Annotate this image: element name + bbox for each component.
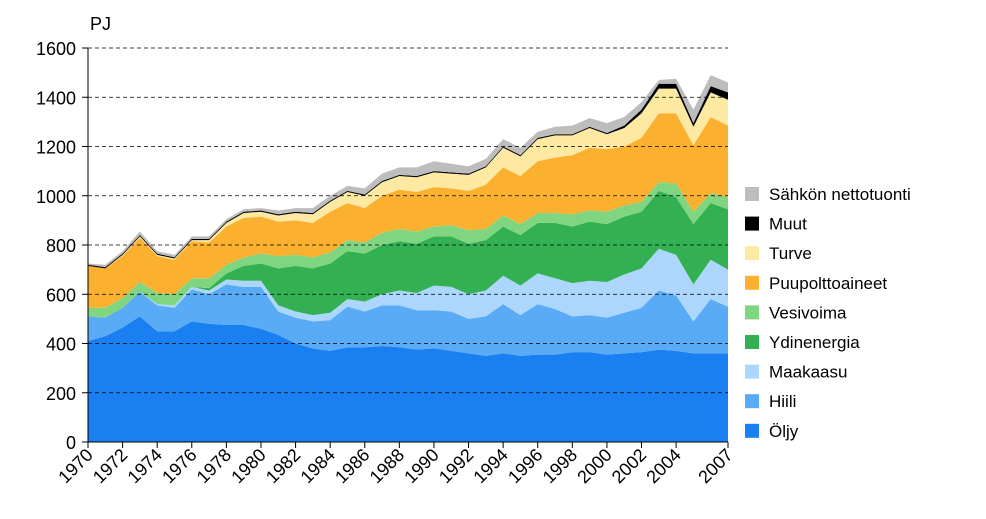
legend-label: Hiili [769,392,796,411]
y-tick-label: 1400 [36,88,76,108]
x-tick-label: 1988 [366,445,408,487]
x-tick-label: 1982 [262,445,304,487]
area [88,88,728,269]
legend-swatch [745,216,759,231]
x-tick-label: 2000 [573,445,615,487]
area [88,248,728,322]
y-tick-label: 200 [46,384,76,404]
y-tick-label: 1000 [36,187,76,207]
legend-label: Ydinenergia [769,333,860,352]
x-tick-label: 1994 [470,445,512,487]
x-tick-label: 1974 [124,445,166,487]
x-tick-label: 1998 [539,445,581,487]
legend-swatch [745,423,759,438]
x-tick-label: 1978 [193,445,235,487]
legend-label: Sähkön nettotuonti [769,185,911,204]
area [88,284,728,356]
x-tick-label: 1980 [227,445,269,487]
x-tick-label: 1970 [54,445,96,487]
y-tick-label: 800 [46,236,76,256]
area [88,75,728,268]
x-tick-label: 1990 [400,445,442,487]
legend-swatch [745,394,759,409]
area [88,182,728,318]
x-tick-label: 1992 [435,445,477,487]
area [88,113,728,308]
y-tick-label: 0 [66,433,76,453]
legend-swatch [745,364,759,379]
legend-label: Turve [769,244,812,263]
x-tick-label: 1976 [158,445,200,487]
x-tick-label: 2007 [694,445,736,487]
legend-swatch [745,187,759,201]
y-tick-label: 1600 [36,39,76,59]
area [88,316,728,442]
legend-swatch [745,305,759,320]
y-axis-label: PJ [90,14,111,34]
x-tick-label: 1984 [297,445,339,487]
x-tick-label: 2004 [642,445,684,487]
legend-label: Öljy [769,422,799,441]
area [88,83,728,269]
legend-label: Vesivoima [769,303,847,322]
legend-label: Muut [769,215,807,234]
legend-swatch [745,275,759,290]
legend-label: Puupolttoaineet [769,274,887,293]
y-tick-label: 600 [46,285,76,305]
x-tick-label: 1996 [504,445,546,487]
x-tick-label: 2002 [608,445,650,487]
x-tick-label: 1972 [89,445,131,487]
legend-swatch [745,246,759,261]
legend-swatch [745,335,759,349]
y-tick-label: 1200 [36,138,76,158]
x-tick-label: 1986 [331,445,373,487]
legend-label: Maakaasu [769,363,847,382]
area [88,190,728,318]
y-tick-label: 400 [46,335,76,355]
